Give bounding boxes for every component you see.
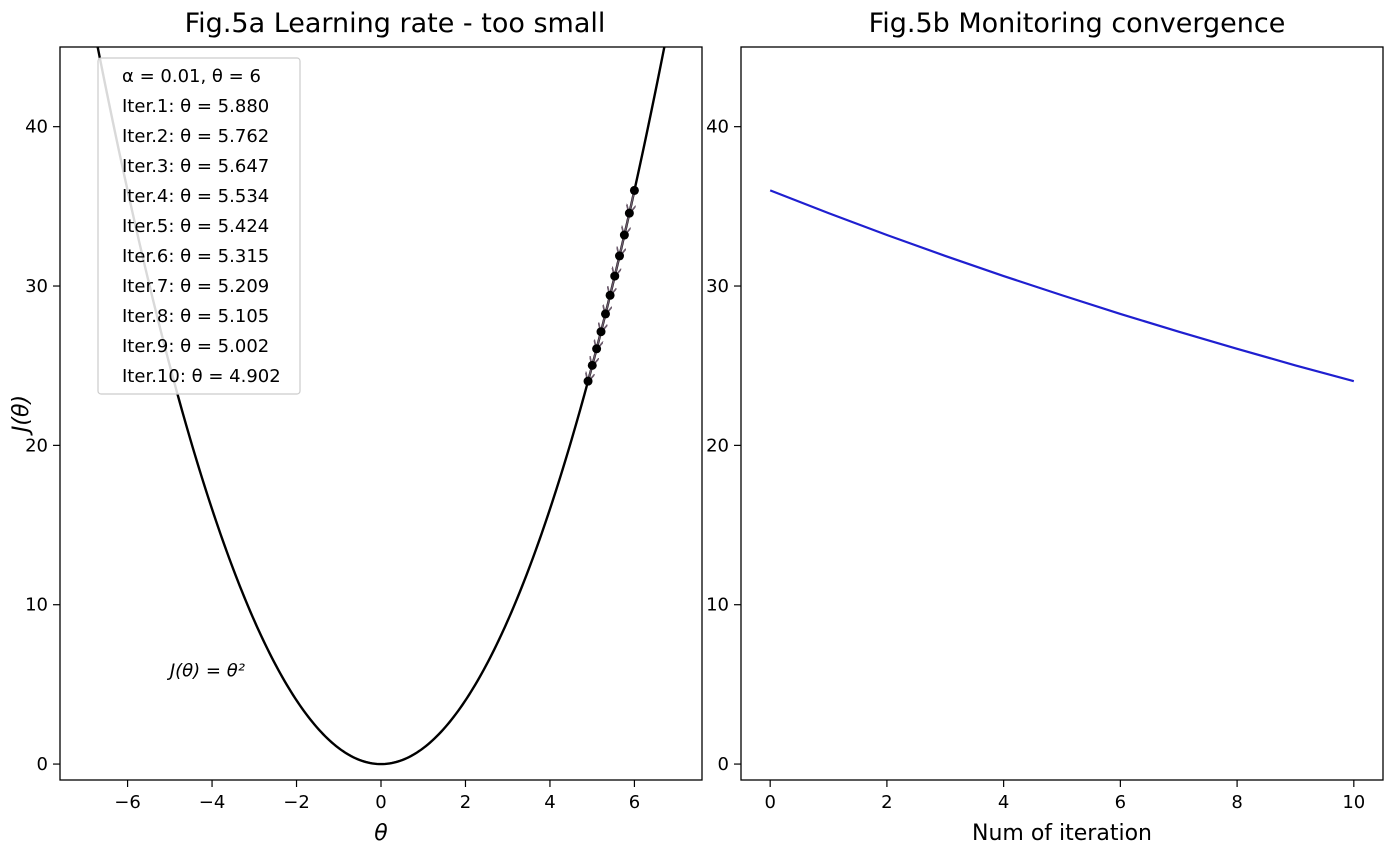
x-axis-label: θ — [374, 821, 388, 846]
iteration-point — [600, 309, 610, 319]
legend-entry: Iter.2: θ = 5.762 — [122, 126, 269, 147]
x-tick-label: 4 — [998, 792, 1009, 813]
legend-entry: Iter.4: θ = 5.534 — [122, 186, 269, 207]
plot-frame — [740, 46, 1384, 781]
iteration-point — [583, 376, 593, 386]
y-tick-label: 10 — [706, 595, 729, 616]
chart-a-title: Fig.5a Learning rate - too small — [184, 8, 606, 39]
y-tick-label: 0 — [718, 754, 729, 775]
chart-b-title: Fig.5b Monitoring convergence — [868, 8, 1286, 39]
legend-entry: Iter.10: θ = 4.902 — [122, 366, 281, 387]
y-tick-label: 20 — [706, 435, 729, 456]
legend-entry: Iter.6: θ = 5.315 — [122, 246, 269, 267]
legend-entry: Iter.7: θ = 5.209 — [122, 276, 269, 297]
x-tick-label: −4 — [199, 792, 226, 813]
legend-entry: Iter.3: θ = 5.647 — [122, 156, 269, 177]
legend-entry: Iter.9: θ = 5.002 — [122, 336, 269, 357]
x-tick-label: 6 — [1115, 792, 1126, 813]
y-tick-label: 40 — [25, 117, 48, 138]
iteration-point — [587, 360, 597, 370]
x-tick-label: −6 — [114, 792, 141, 813]
y-tick-label: 0 — [37, 754, 48, 775]
iteration-point — [596, 327, 606, 337]
y-tick-label: 30 — [25, 276, 48, 297]
x-tick-label: 4 — [544, 792, 555, 813]
iteration-point — [592, 344, 602, 354]
legend-entry: Iter.1: θ = 5.880 — [122, 96, 269, 117]
iteration-point — [629, 185, 639, 195]
y-tick-label: 10 — [25, 595, 48, 616]
convergence-line — [769, 189, 1355, 383]
iteration-point — [619, 230, 629, 240]
legend-entry: Iter.8: θ = 5.105 — [122, 306, 269, 327]
iteration-point — [605, 290, 615, 300]
legend-entry: α = 0.01, θ = 6 — [122, 66, 261, 87]
iteration-point — [610, 271, 620, 281]
iteration-point — [624, 208, 634, 218]
y-tick-label: 30 — [706, 276, 729, 297]
curve-annotation: J(θ) = θ² — [167, 660, 245, 681]
x-tick-label: 0 — [764, 792, 775, 813]
x-tick-label: −2 — [283, 792, 310, 813]
x-tick-label: 0 — [375, 792, 386, 813]
y-tick-label: 40 — [706, 117, 729, 138]
legend-box — [97, 57, 301, 395]
x-tick-label: 10 — [1342, 792, 1365, 813]
x-axis-label: Num of iteration — [972, 821, 1152, 846]
legend-entry: Iter.5: θ = 5.424 — [122, 216, 269, 237]
iteration-point — [615, 251, 625, 261]
x-tick-label: 2 — [460, 792, 471, 813]
y-tick-label: 20 — [25, 435, 48, 456]
y-axis-label: J(θ) — [9, 395, 34, 436]
x-tick-label: 2 — [881, 792, 892, 813]
x-tick-label: 6 — [629, 792, 640, 813]
x-tick-label: 8 — [1231, 792, 1242, 813]
